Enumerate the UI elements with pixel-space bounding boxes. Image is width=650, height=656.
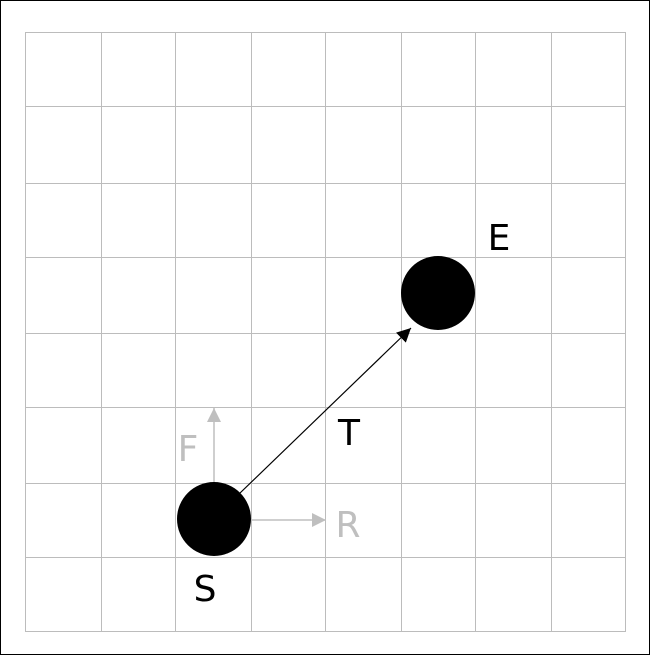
target-vector-label: T [337,413,361,454]
grid [25,32,626,632]
end-point [401,256,475,330]
forward-vector-label: F [178,429,199,470]
end-point-label: E [488,218,511,259]
target-vector-arrow [238,327,412,495]
start-point [177,482,251,556]
start-point-label: S [194,569,217,610]
right-vector-label: R [335,505,360,546]
